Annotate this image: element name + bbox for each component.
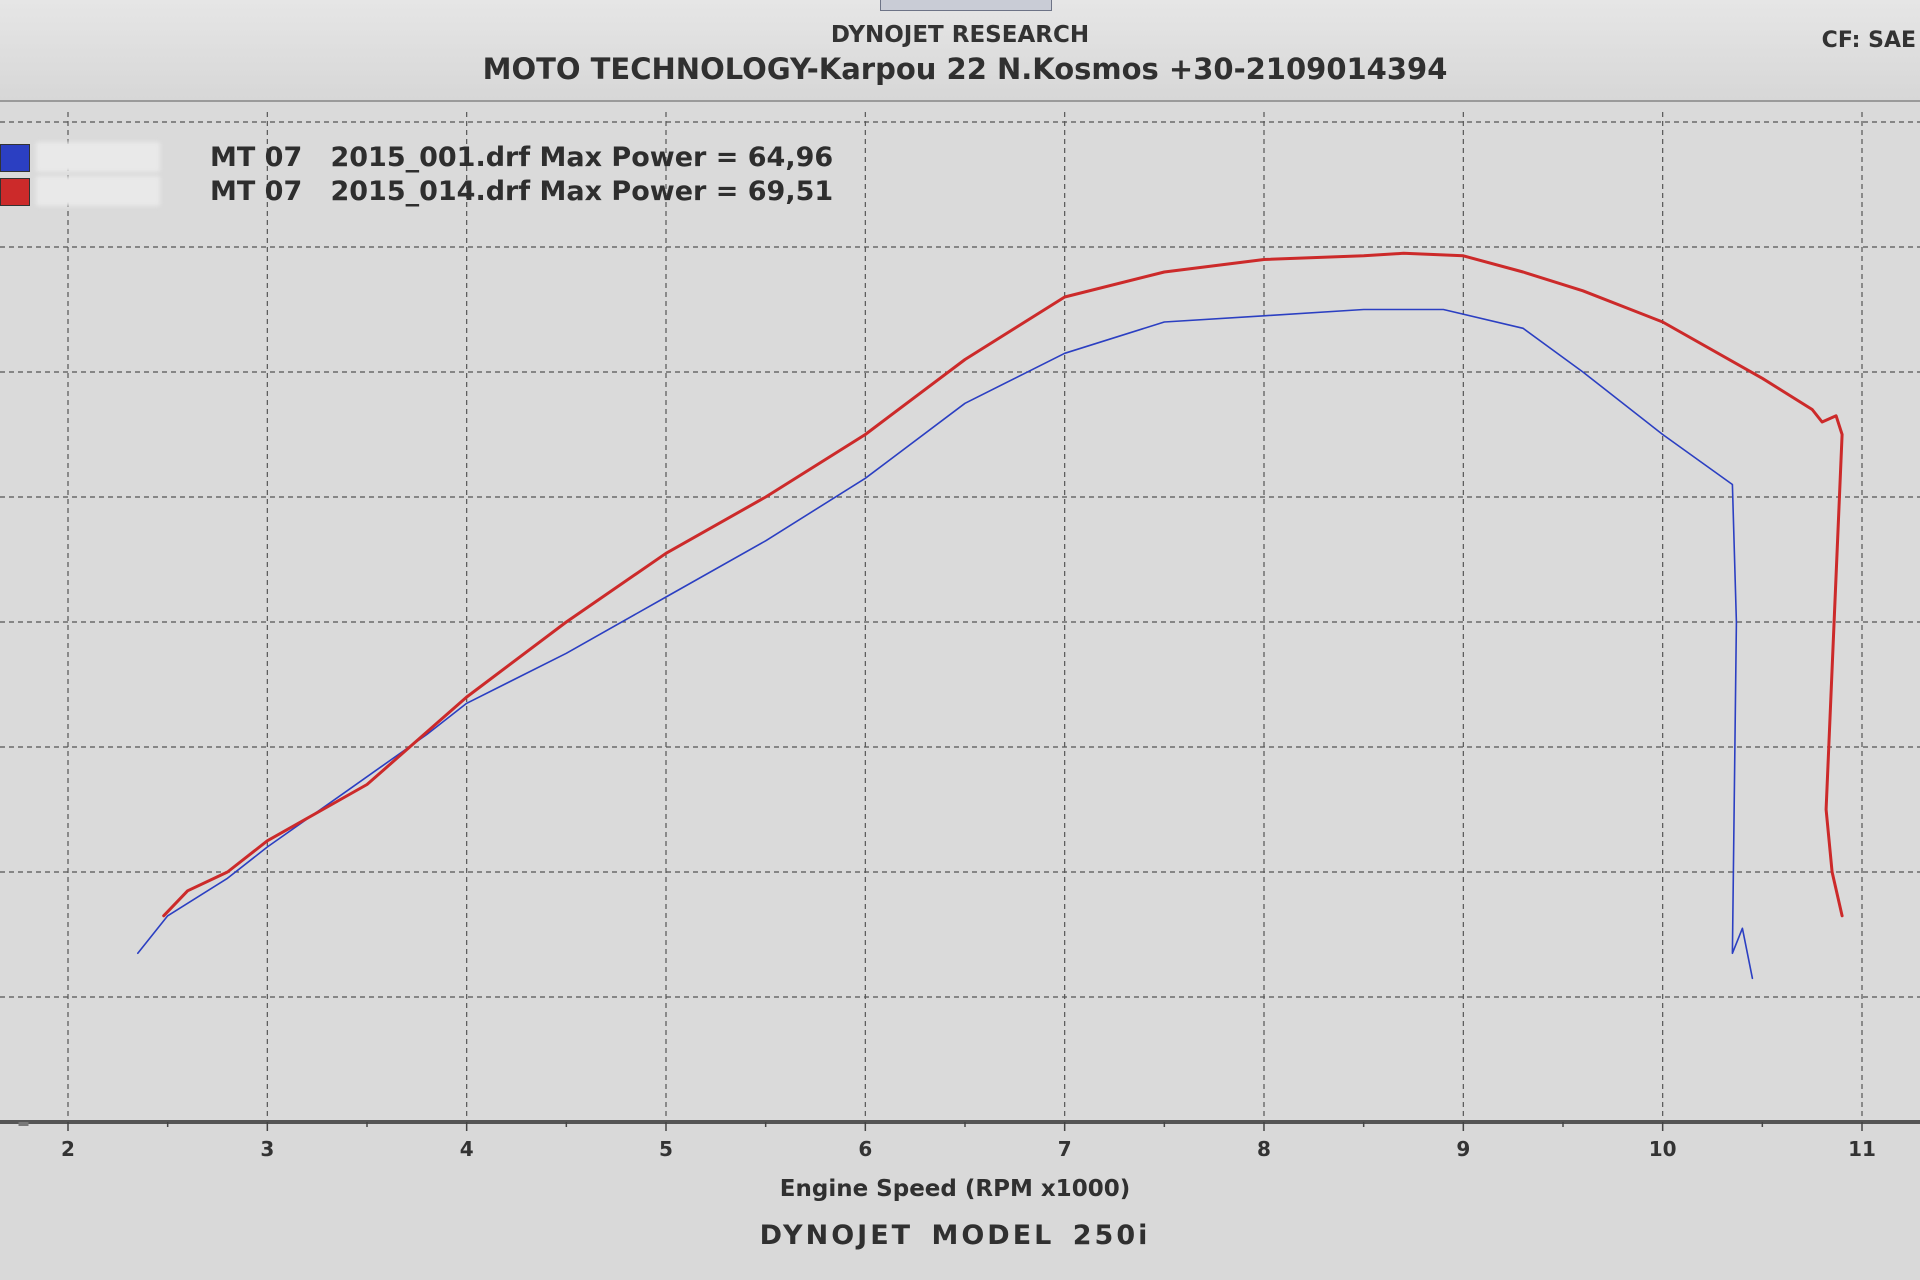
legend-swatch-blue (0, 144, 30, 172)
legend-swatch-red (0, 178, 30, 206)
series-line-1 (137, 308, 1754, 980)
x-tick-label: 3 (260, 1137, 274, 1161)
x-tick-label: 9 (1456, 1137, 1470, 1161)
x-tick-label: 2 (61, 1137, 75, 1161)
legend-redacted-area (36, 176, 160, 206)
x-tick-label: 11 (1848, 1137, 1876, 1161)
dyno-model-label: DYNOJET MODEL 250i (759, 1220, 1151, 1251)
chart-legend: MT 07 2015_001.drf Max Power = 64,96 MT … (0, 140, 900, 220)
legend-item-run-001[interactable]: MT 07 2015_001.drf Max Power = 64,96 (0, 140, 900, 174)
header-bar: DYNOJET RESEARCH MOTO TECHNOLOGY-Karpou … (0, 0, 1920, 102)
x-tick-label: 8 (1257, 1137, 1271, 1161)
legend-label: MT 07 2015_001.drf Max Power = 64,96 (210, 142, 834, 173)
x-tick-label: 6 (858, 1137, 872, 1161)
x-tick-label: 10 (1649, 1137, 1677, 1161)
x-axis-label: Engine Speed (RPM x1000) (779, 1176, 1131, 1202)
x-tick-label: 5 (659, 1137, 673, 1161)
legend-item-run-014[interactable]: MT 07 2015_014.drf Max Power = 69,51 (0, 174, 900, 208)
x-tick-label: 4 (460, 1137, 474, 1161)
series-line-2 (162, 251, 1844, 918)
plot-area (0, 102, 1920, 1122)
legend-label: MT 07 2015_014.drf Max Power = 69,51 (210, 176, 834, 207)
legend-redacted-area (36, 142, 160, 172)
top-tab-handle[interactable] (880, 0, 1052, 11)
correction-factor-label: CF: SAE (1821, 28, 1916, 53)
x-tick-label: 7 (1058, 1137, 1072, 1161)
company-title: DYNOJET RESEARCH (830, 22, 1090, 48)
shop-title: MOTO TECHNOLOGY-Karpou 22 N.Kosmos +30-2… (482, 52, 1448, 86)
